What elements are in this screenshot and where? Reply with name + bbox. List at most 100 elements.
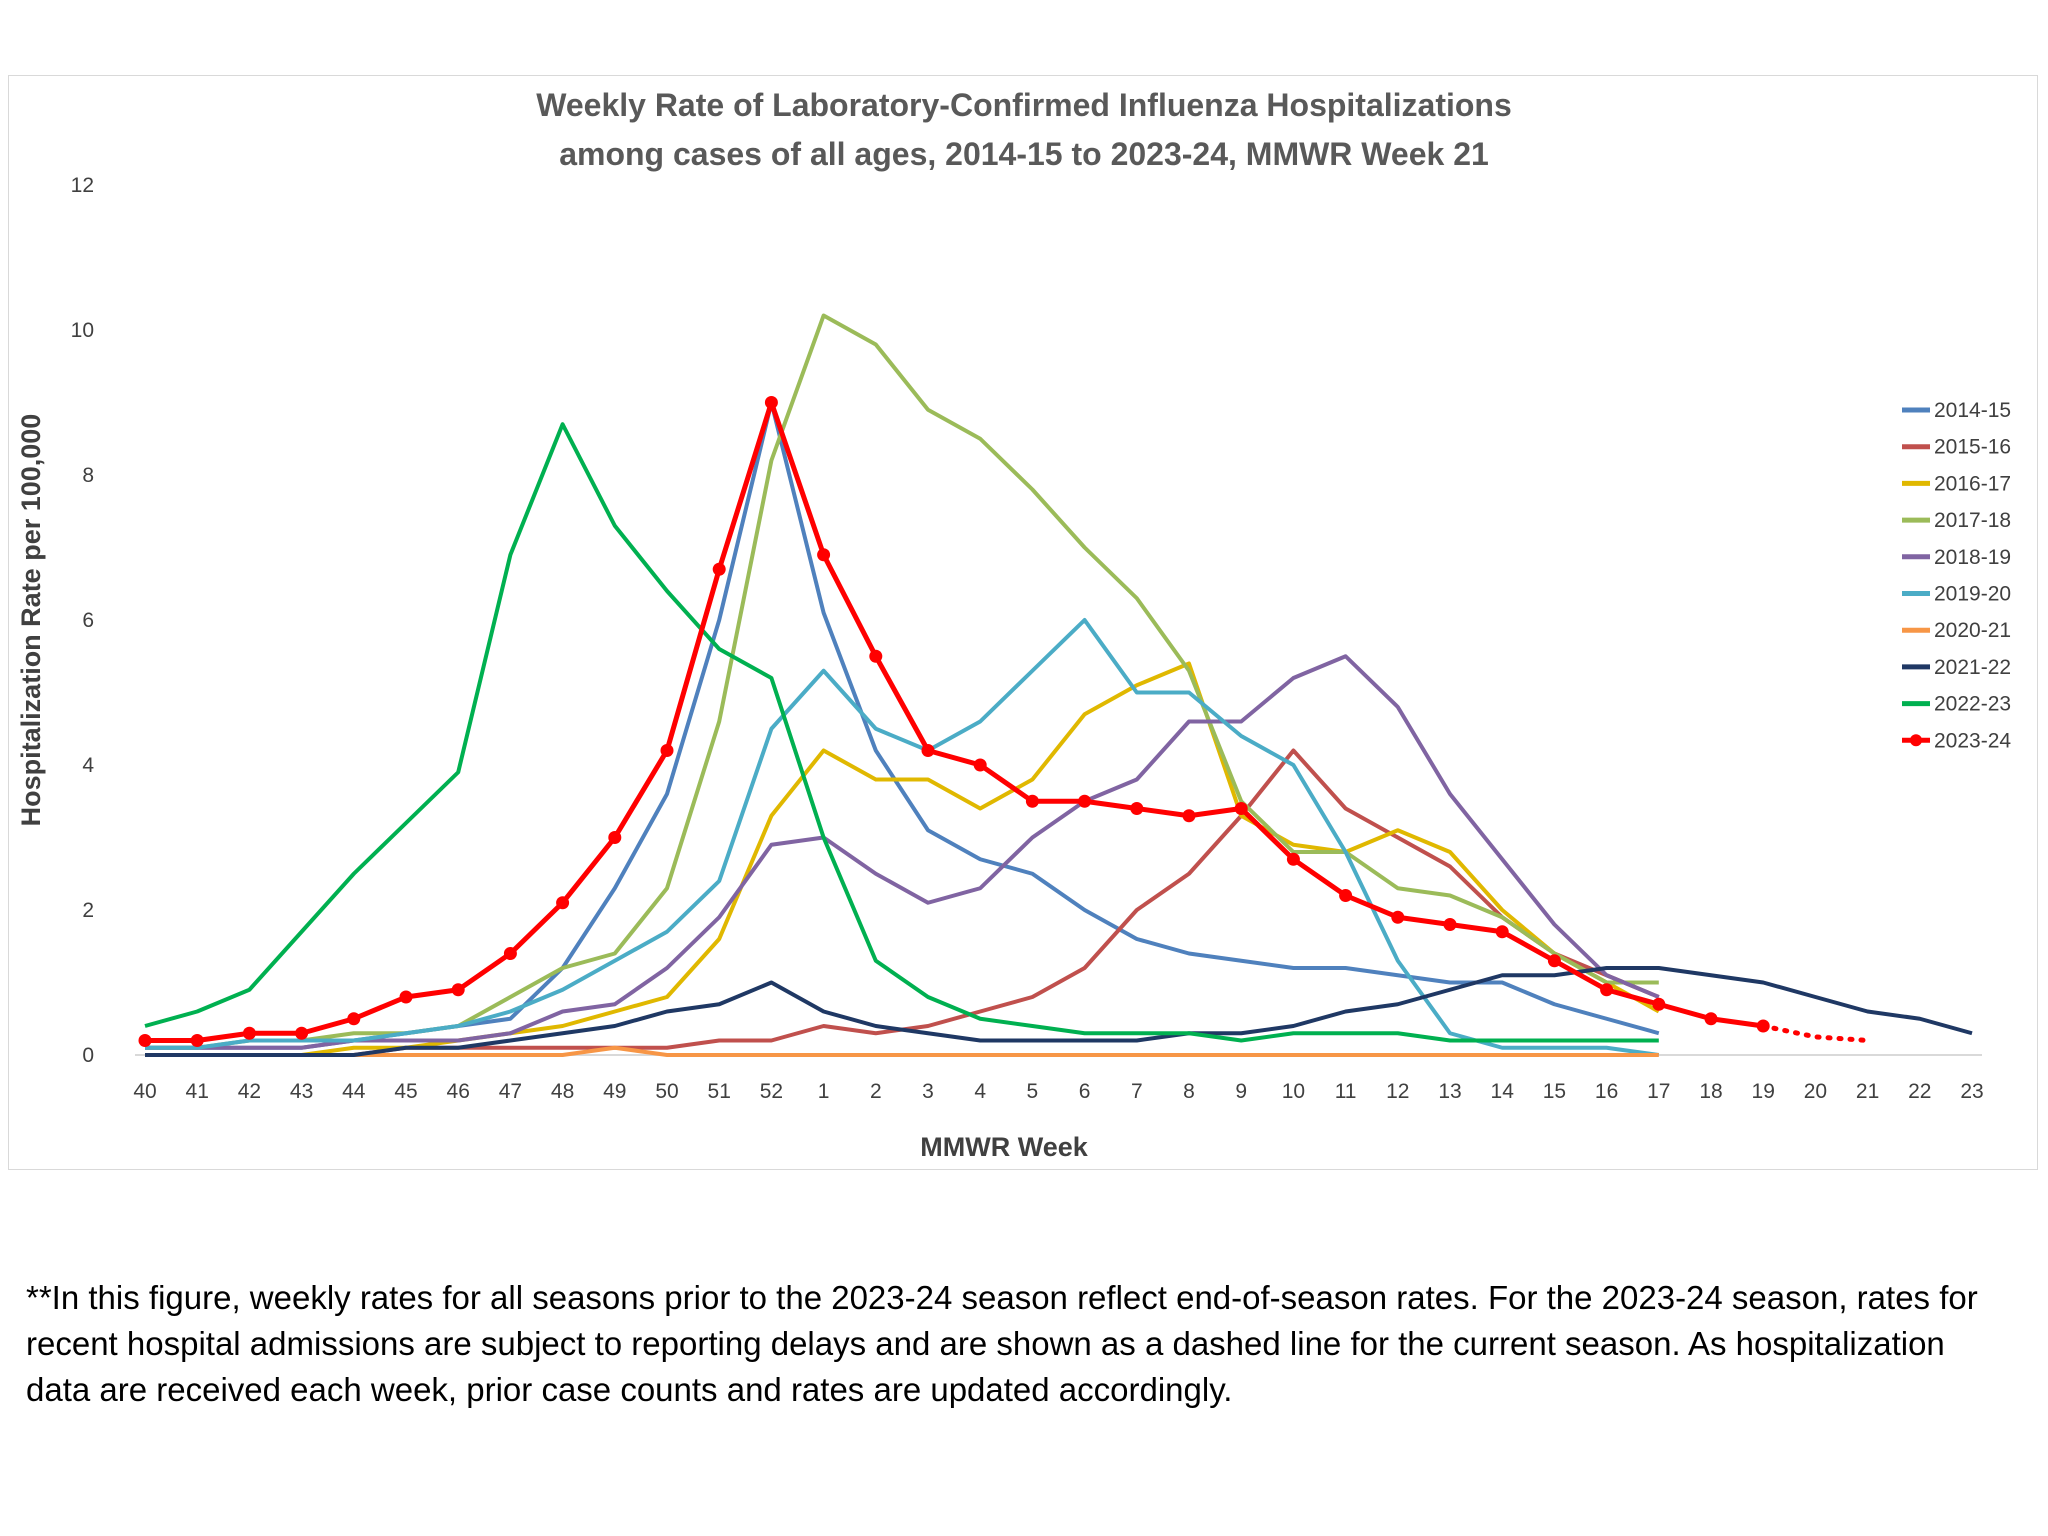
y-tick-label: 12 (71, 174, 94, 197)
data-point-2023-24 (764, 396, 778, 409)
x-tick-label: 51 (708, 1080, 731, 1103)
x-tick-label: 43 (290, 1080, 313, 1103)
data-point-2023-24 (1339, 889, 1353, 902)
legend-label: 2015-16 (1934, 436, 2011, 459)
x-tick-label: 50 (655, 1080, 678, 1103)
data-point-2023-24 (556, 896, 570, 910)
x-tick-label: 21 (1856, 1080, 1879, 1103)
y-axis-title: Hospitalization Rate per 100,000 (16, 414, 46, 827)
x-tick-label: 17 (1647, 1080, 1670, 1103)
data-point-2023-24 (817, 548, 831, 562)
chart-frame (8, 75, 2038, 1170)
x-tick-label: 12 (1386, 1080, 1409, 1103)
legend-label: 2021-22 (1934, 656, 2011, 679)
x-tick-label: 19 (1752, 1080, 1775, 1103)
series-line-2021-22 (145, 966, 1973, 1057)
x-axis-title: MMWR Week (920, 1132, 1088, 1162)
x-tick-label: 52 (760, 1080, 783, 1103)
x-tick-label: 3 (922, 1080, 934, 1103)
legend-label: 2014-15 (1934, 399, 2011, 422)
x-tick-label: 11 (1335, 1080, 1357, 1103)
x-tick-label: 45 (394, 1080, 417, 1103)
chart-title-line-2: among cases of all ages, 2014-15 to 2023… (559, 136, 1489, 172)
data-point-2023-24 (1443, 918, 1457, 931)
x-tick-label: 6 (1079, 1080, 1091, 1103)
data-point-2023-24 (973, 758, 987, 772)
series-line-2018-19 (145, 654, 1660, 1050)
legend-label: 2020-21 (1934, 619, 2011, 642)
data-point-2023-24 (1547, 954, 1561, 968)
data-point-2023-24 (399, 990, 413, 1004)
x-tick-label: 10 (1282, 1080, 1305, 1103)
y-tick-label: 2 (82, 899, 94, 922)
data-point-2023-24 (451, 983, 465, 997)
series-line-2022-23 (144, 422, 1659, 1043)
data-point-2023-24 (712, 562, 726, 576)
legend-label: 2018-19 (1934, 546, 2011, 569)
x-tick-label: 47 (499, 1080, 522, 1103)
data-point-2023-24 (295, 1026, 309, 1040)
data-point-2023-24 (869, 649, 883, 663)
x-tick-label: 4 (974, 1080, 986, 1103)
data-point-2023-24 (1286, 852, 1300, 866)
data-point-2023-24 (1025, 794, 1039, 808)
data-point-2023-24 (190, 1034, 204, 1047)
data-point-2023-24 (347, 1012, 361, 1026)
x-tick-label: 22 (1908, 1080, 1931, 1103)
series-dashed-line-2023-24 (1760, 1023, 1871, 1043)
x-tick-label: 7 (1131, 1080, 1143, 1103)
data-point-2023-24 (242, 1026, 256, 1040)
y-tick-label: 6 (82, 609, 94, 632)
x-tick-label: 8 (1183, 1080, 1195, 1103)
legend-label: 2019-20 (1934, 583, 2011, 606)
x-tick-label: 16 (1595, 1080, 1618, 1103)
data-point-2023-24 (660, 744, 674, 757)
x-tick-label: 20 (1804, 1080, 1827, 1103)
y-tick-label: 8 (82, 464, 94, 487)
series-line-2023-24 (145, 400, 1764, 1043)
x-tick-label: 1 (818, 1080, 830, 1103)
y-tick-label: 0 (82, 1044, 94, 1067)
legend-marker (1910, 734, 1922, 747)
data-point-2023-24 (503, 947, 517, 960)
data-point-2023-24 (608, 831, 622, 844)
x-tick-label: 15 (1543, 1080, 1566, 1103)
data-point-2023-24 (1391, 910, 1405, 924)
data-point-2023-24 (1130, 802, 1144, 815)
x-tick-label: 41 (186, 1080, 209, 1103)
series-line-2014-15 (145, 400, 1660, 1050)
data-point-2023-24 (1704, 1012, 1718, 1026)
x-tick-label: 48 (551, 1080, 574, 1103)
data-point-2023-24 (1078, 794, 1092, 808)
x-tick-label: 44 (342, 1080, 366, 1103)
y-tick-label: 4 (82, 754, 94, 777)
data-point-2023-24 (921, 744, 935, 757)
x-tick-label: 14 (1491, 1080, 1515, 1103)
x-tick-label: 13 (1438, 1080, 1461, 1103)
x-tick-label: 5 (1027, 1080, 1039, 1103)
footnote: **In this figure, weekly rates for all s… (26, 1279, 1978, 1408)
x-tick-label: 9 (1235, 1080, 1247, 1103)
x-tick-label: 46 (447, 1080, 470, 1103)
x-tick-label: 49 (603, 1080, 626, 1103)
x-tick-label: 2 (870, 1080, 882, 1103)
legend-label: 2017-18 (1934, 509, 2011, 532)
x-tick-label: 40 (133, 1080, 156, 1103)
data-point-2023-24 (1652, 997, 1666, 1011)
data-point-2023-24 (1600, 983, 1614, 997)
data-point-2023-24 (1234, 802, 1248, 815)
data-point-2023-24 (1495, 925, 1509, 939)
series-line-2017-18 (145, 313, 1659, 1050)
legend-label: 2023-24 (1934, 729, 2011, 752)
y-tick-label: 10 (71, 319, 94, 342)
x-tick-label: 23 (1960, 1080, 1983, 1103)
series-line-2020-21 (145, 1045, 1659, 1057)
line-chart: Weekly Rate of Laboratory-Confirmed Infl… (16, 87, 2011, 1162)
chart-title-line-1: Weekly Rate of Laboratory-Confirmed Infl… (536, 87, 1512, 123)
x-tick-label: 18 (1699, 1080, 1722, 1103)
data-point-2023-24 (138, 1034, 152, 1047)
series-line-2019-20 (145, 618, 1660, 1057)
data-point-2023-24 (1182, 809, 1196, 823)
legend-label: 2022-23 (1934, 693, 2011, 716)
legend-label: 2016-17 (1934, 472, 2011, 495)
